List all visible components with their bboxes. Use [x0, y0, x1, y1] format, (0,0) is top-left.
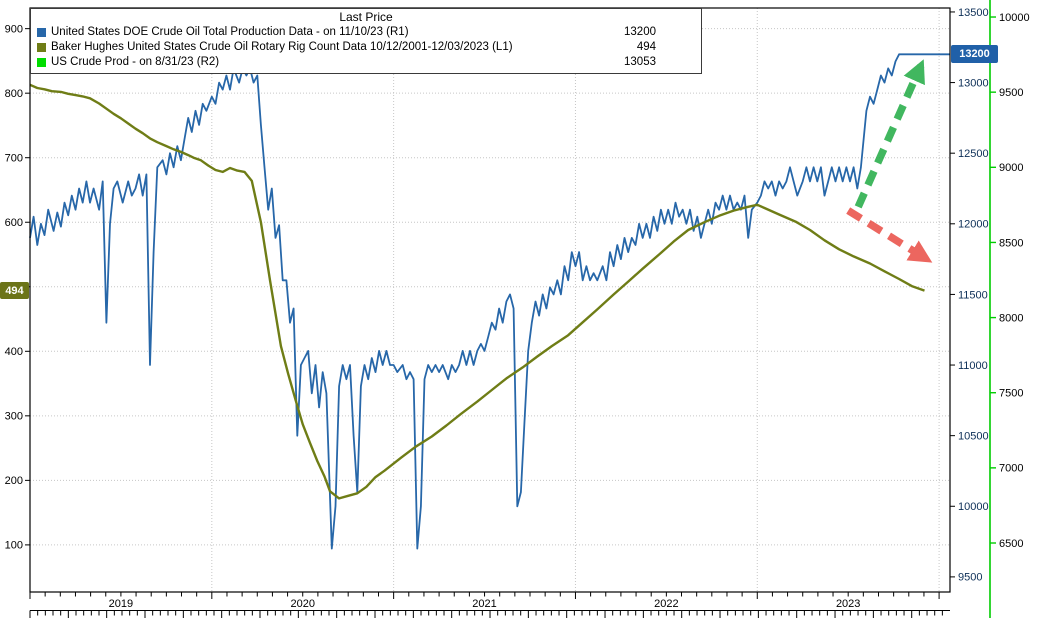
- svg-text:13000: 13000: [958, 77, 989, 89]
- annotations: [846, 59, 933, 263]
- svg-text:12000: 12000: [958, 219, 989, 231]
- right-axis-badge: 13200: [951, 45, 998, 64]
- svg-text:10000: 10000: [999, 12, 1030, 24]
- svg-text:100: 100: [5, 540, 23, 552]
- legend-value: 13200: [624, 26, 656, 38]
- svg-text:7500: 7500: [999, 388, 1023, 400]
- svg-text:8500: 8500: [999, 237, 1023, 249]
- legend-swatch-crude-prod-icon: [37, 58, 46, 67]
- legend-title: Last Price: [339, 10, 393, 24]
- legend-box: Last Price United States DOE Crude Oil T…: [30, 8, 702, 74]
- legend-label: Baker Hughes United States Crude Oil Rot…: [51, 41, 513, 53]
- svg-text:6500: 6500: [999, 538, 1023, 550]
- svg-text:9000: 9000: [999, 162, 1023, 174]
- rig-count-decline-arrow: [846, 207, 933, 263]
- legend-value: 13053: [624, 56, 656, 68]
- legend-swatch-production-icon: [37, 28, 46, 37]
- legend-swatch-rig-count-icon: [37, 43, 46, 52]
- svg-text:9500: 9500: [958, 572, 982, 584]
- legend-value: 494: [636, 41, 656, 53]
- svg-text:300: 300: [5, 411, 23, 423]
- svg-text:2023: 2023: [836, 598, 860, 610]
- left-axis-badge: 494: [0, 282, 29, 300]
- svg-text:700: 700: [5, 153, 23, 165]
- svg-text:900: 900: [5, 23, 23, 35]
- series: [29, 53, 950, 550]
- gridlines: [30, 8, 950, 592]
- legend-row-rig-count: Baker Hughes United States Crude Oil Rot…: [31, 40, 701, 55]
- svg-text:2020: 2020: [290, 598, 314, 610]
- svg-text:600: 600: [5, 217, 23, 229]
- svg-text:8000: 8000: [999, 312, 1023, 324]
- series-line: [29, 83, 925, 500]
- svg-text:11500: 11500: [958, 289, 988, 301]
- svg-text:9500: 9500: [999, 87, 1023, 99]
- svg-text:7000: 7000: [999, 463, 1023, 475]
- plot-frame: [29, 7, 951, 593]
- legend-row-production: United States DOE Crude Oil Total Produc…: [31, 25, 701, 40]
- svg-text:200: 200: [5, 475, 23, 487]
- svg-text:13500: 13500: [958, 7, 989, 19]
- svg-text:12500: 12500: [958, 148, 989, 160]
- svg-text:400: 400: [5, 346, 23, 358]
- svg-text:11000: 11000: [958, 360, 988, 372]
- legend-label: US Crude Prod - on 8/31/23 (R2): [51, 56, 220, 68]
- production-surge-arrow: [854, 59, 925, 209]
- svg-text:2022: 2022: [654, 598, 678, 610]
- bottom-ruler: [29, 610, 950, 618]
- svg-text:10000: 10000: [958, 501, 989, 513]
- legend-row-crude-prod: US Crude Prod - on 8/31/23 (R2) 13053: [31, 55, 701, 70]
- series-line: [29, 53, 950, 550]
- axes: 1002003004005006007008009009500100001050…: [5, 0, 1030, 618]
- svg-text:10500: 10500: [958, 431, 989, 443]
- svg-text:2021: 2021: [472, 598, 496, 610]
- svg-text:800: 800: [5, 88, 23, 100]
- legend-label: United States DOE Crude Oil Total Produc…: [51, 26, 409, 38]
- svg-text:2019: 2019: [109, 598, 133, 610]
